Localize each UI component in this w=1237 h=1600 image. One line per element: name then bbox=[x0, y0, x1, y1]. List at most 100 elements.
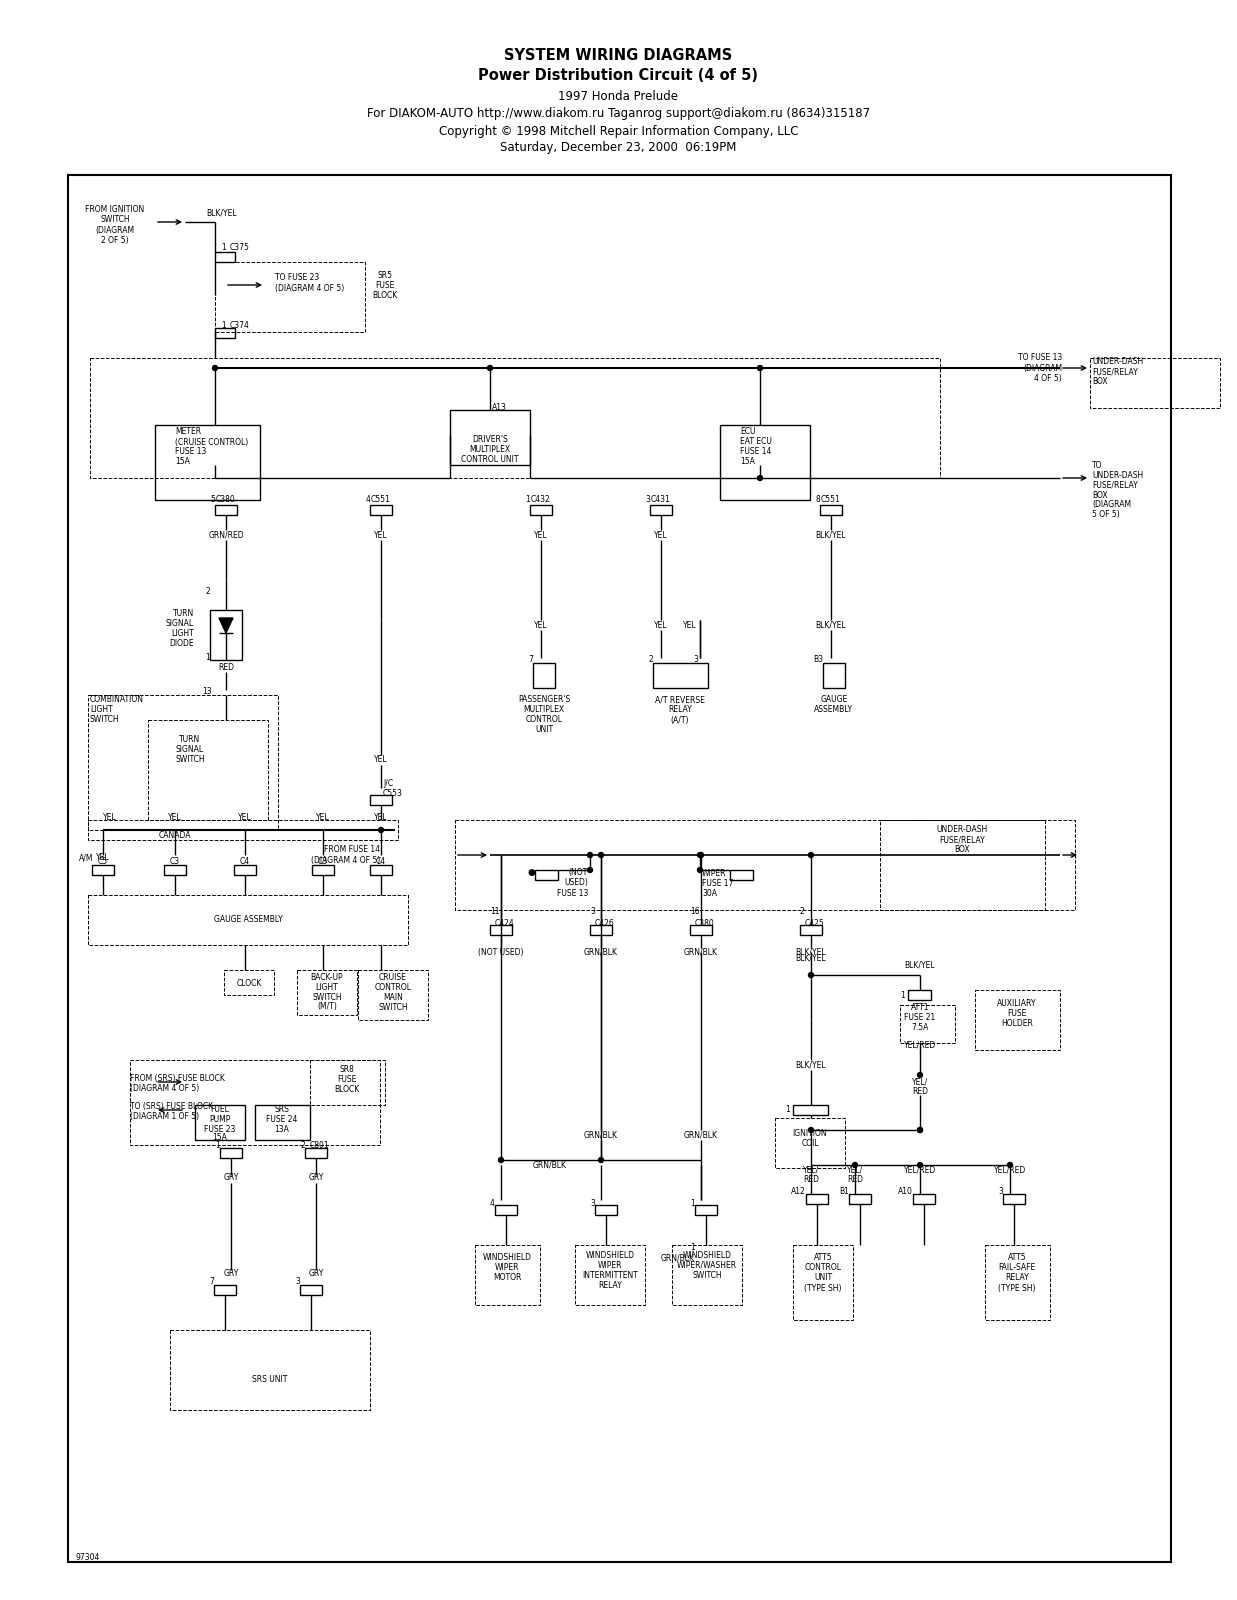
Bar bbox=[695, 1205, 717, 1214]
Text: FUSE: FUSE bbox=[1007, 1008, 1027, 1018]
Text: BOX: BOX bbox=[954, 845, 970, 854]
Text: COIL: COIL bbox=[802, 1139, 819, 1147]
Text: 15A: 15A bbox=[740, 458, 755, 467]
Text: ECU: ECU bbox=[740, 427, 756, 437]
Text: WIPER: WIPER bbox=[597, 1261, 622, 1269]
Text: IGNITION: IGNITION bbox=[793, 1128, 828, 1138]
Bar bbox=[495, 1205, 517, 1214]
Text: ASSEMBLY: ASSEMBLY bbox=[814, 706, 854, 715]
Circle shape bbox=[757, 475, 762, 480]
Bar bbox=[793, 1106, 828, 1115]
Bar bbox=[68, 174, 1171, 1562]
Circle shape bbox=[588, 867, 593, 872]
Text: 3: 3 bbox=[646, 496, 649, 504]
Text: 16: 16 bbox=[690, 907, 700, 917]
Bar bbox=[529, 506, 552, 515]
Circle shape bbox=[918, 1128, 923, 1133]
Circle shape bbox=[809, 1128, 814, 1133]
Bar bbox=[913, 1194, 935, 1203]
Text: MAIN: MAIN bbox=[383, 992, 403, 1002]
Text: 97304: 97304 bbox=[75, 1554, 99, 1563]
Bar bbox=[312, 866, 334, 875]
Text: CLOCK: CLOCK bbox=[236, 979, 262, 987]
Bar bbox=[1003, 1194, 1025, 1203]
Text: A/T REVERSE: A/T REVERSE bbox=[656, 696, 705, 704]
Circle shape bbox=[599, 853, 604, 858]
Text: GRN/BLK: GRN/BLK bbox=[684, 947, 717, 957]
Text: 1: 1 bbox=[221, 243, 225, 253]
Text: SIGNAL: SIGNAL bbox=[166, 619, 194, 627]
Circle shape bbox=[918, 1163, 923, 1168]
Text: DIODE: DIODE bbox=[169, 638, 194, 648]
Text: C375: C375 bbox=[230, 243, 250, 253]
Text: (M/T): (M/T) bbox=[317, 1003, 336, 1011]
Text: 7: 7 bbox=[209, 1277, 214, 1286]
Text: SWITCH: SWITCH bbox=[312, 992, 341, 1002]
Text: MOTOR: MOTOR bbox=[492, 1274, 521, 1283]
Text: BOX: BOX bbox=[1092, 378, 1107, 387]
Text: FUSE/RELAY: FUSE/RELAY bbox=[1092, 368, 1138, 376]
Text: 3: 3 bbox=[590, 907, 595, 917]
Text: GRN/RED: GRN/RED bbox=[208, 531, 244, 539]
Polygon shape bbox=[219, 618, 233, 634]
Text: C801: C801 bbox=[310, 1141, 329, 1149]
Bar bbox=[450, 410, 529, 466]
Bar bbox=[590, 925, 612, 934]
Text: GRN/BLK: GRN/BLK bbox=[684, 1131, 717, 1139]
Bar bbox=[653, 662, 708, 688]
Text: LIGHT: LIGHT bbox=[171, 629, 194, 637]
Text: PUMP: PUMP bbox=[209, 1115, 230, 1125]
Text: GRY: GRY bbox=[224, 1173, 239, 1182]
Bar bbox=[820, 506, 842, 515]
Text: 1: 1 bbox=[221, 320, 225, 330]
Circle shape bbox=[698, 867, 703, 872]
Text: SWITCH: SWITCH bbox=[693, 1270, 722, 1280]
Text: 8: 8 bbox=[815, 496, 820, 504]
Text: MULTIPLEX: MULTIPLEX bbox=[523, 706, 564, 715]
Bar bbox=[807, 1194, 828, 1203]
Bar bbox=[297, 970, 357, 1014]
Text: 7: 7 bbox=[528, 656, 533, 664]
Text: FUSE 17: FUSE 17 bbox=[703, 878, 734, 888]
Text: YEL: YEL bbox=[374, 755, 388, 765]
Text: 1997 Honda Prelude: 1997 Honda Prelude bbox=[558, 90, 679, 102]
Text: B1: B1 bbox=[839, 1187, 849, 1197]
Text: YEL: YEL bbox=[168, 813, 182, 822]
Text: CONTROL: CONTROL bbox=[526, 715, 563, 725]
Bar bbox=[195, 1106, 245, 1139]
Bar bbox=[370, 506, 392, 515]
Text: Saturday, December 23, 2000  06:19PM: Saturday, December 23, 2000 06:19PM bbox=[500, 141, 737, 155]
Text: FROM FUSE 14: FROM FUSE 14 bbox=[324, 845, 380, 854]
Text: 1: 1 bbox=[205, 653, 210, 661]
Text: C380: C380 bbox=[216, 496, 236, 504]
Text: WIPER: WIPER bbox=[495, 1264, 520, 1272]
Bar bbox=[215, 251, 235, 262]
Text: SR8: SR8 bbox=[340, 1066, 355, 1075]
Circle shape bbox=[699, 853, 704, 858]
Text: GRN/BLK: GRN/BLK bbox=[533, 1160, 567, 1170]
Text: C551: C551 bbox=[821, 496, 841, 504]
Text: 2 OF 5): 2 OF 5) bbox=[101, 235, 129, 245]
Text: C426: C426 bbox=[595, 918, 615, 928]
Text: RED: RED bbox=[803, 1176, 819, 1184]
Text: 5: 5 bbox=[210, 496, 215, 504]
Text: FUSE 21: FUSE 21 bbox=[904, 1013, 935, 1022]
Bar bbox=[370, 795, 392, 805]
Text: SWITCH: SWITCH bbox=[176, 755, 205, 765]
Text: (TYPE SH): (TYPE SH) bbox=[998, 1283, 1035, 1293]
Text: YEL/: YEL/ bbox=[803, 1165, 819, 1174]
Bar bbox=[908, 990, 931, 1000]
Bar bbox=[793, 1245, 854, 1320]
Text: LIGHT: LIGHT bbox=[90, 706, 113, 715]
Circle shape bbox=[918, 1128, 923, 1133]
Bar bbox=[310, 1059, 385, 1106]
Text: YEL: YEL bbox=[317, 813, 330, 822]
Text: 15A: 15A bbox=[213, 1133, 228, 1142]
Text: A10: A10 bbox=[898, 1187, 913, 1197]
Bar bbox=[215, 262, 365, 333]
Bar bbox=[88, 894, 408, 946]
Text: BLK/YEL: BLK/YEL bbox=[795, 1061, 826, 1069]
Text: BOX: BOX bbox=[1092, 491, 1107, 499]
Text: C432: C432 bbox=[531, 496, 550, 504]
Text: YEL/RED: YEL/RED bbox=[904, 1165, 936, 1174]
